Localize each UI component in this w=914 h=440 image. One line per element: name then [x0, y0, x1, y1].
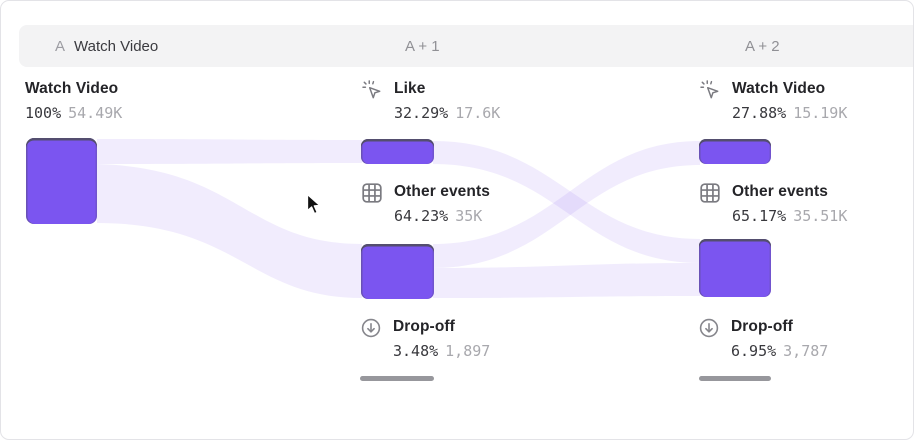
event-percent: 32.29%	[394, 104, 449, 122]
event-label-a-watch-video[interactable]: Watch Video 100% 54.49K	[25, 80, 122, 122]
arrow-down-circle-icon	[698, 317, 720, 339]
event-label-a2-watch-video[interactable]: Watch Video 27.88% 15.19K	[699, 80, 847, 122]
event-percent: 65.17%	[732, 207, 787, 225]
event-label-a2-other-events[interactable]: Other events 65.17% 35.51K	[699, 183, 847, 225]
dropoff-bar-a1[interactable]	[360, 376, 434, 381]
flow-watch-to-other[interactable]	[97, 164, 362, 298]
event-name: Drop-off	[731, 318, 793, 335]
grid-icon	[699, 182, 721, 204]
sankey-node-a2-watch-video[interactable]	[699, 139, 771, 164]
sankey-node-a1-other-events[interactable]	[361, 244, 434, 299]
step-header-a1-label: A + 1	[405, 37, 440, 55]
event-label-a1-other-events[interactable]: Other events 64.23% 35K	[361, 183, 490, 225]
event-name: Other events	[394, 183, 490, 200]
sankey-node-a1-like[interactable]	[361, 139, 434, 164]
flow-other-to-watch2[interactable]	[433, 141, 700, 268]
sankey-node-a2-other-events[interactable]	[699, 239, 771, 297]
event-count: 17.6K	[455, 104, 501, 122]
event-name: Drop-off	[393, 318, 455, 335]
step-header-a[interactable]: A Watch Video	[19, 25, 391, 67]
event-percent: 64.23%	[394, 207, 449, 225]
step-header-a-label: Watch Video	[74, 37, 159, 55]
event-count: 3,787	[783, 342, 829, 360]
event-percent: 27.88%	[732, 104, 787, 122]
event-name: Watch Video	[732, 80, 826, 97]
event-count: 1,897	[445, 342, 491, 360]
mouse-cursor	[306, 193, 321, 215]
cursor-click-icon	[361, 79, 383, 101]
event-name: Other events	[732, 183, 828, 200]
event-percent: 100%	[25, 104, 62, 122]
event-percent: 3.48%	[393, 342, 439, 360]
event-label-a1-like[interactable]: Like 32.29% 17.6K	[361, 80, 500, 122]
flow-like-to-other2[interactable]	[433, 141, 700, 263]
step-badge: A	[55, 37, 66, 55]
event-name: Like	[394, 80, 426, 97]
sankey-node-a-watch-video[interactable]	[26, 138, 97, 224]
event-count: 35K	[455, 207, 483, 225]
flow-other-to-other2[interactable]	[433, 263, 700, 298]
step-header-a2-label: A + 2	[745, 37, 780, 55]
event-count: 54.49K	[68, 104, 123, 122]
grid-icon	[361, 182, 383, 204]
flow-watch-to-like[interactable]	[97, 139, 362, 164]
event-count: 35.51K	[793, 207, 848, 225]
event-name: Watch Video	[25, 80, 119, 97]
event-label-a1-drop-off[interactable]: Drop-off 3.48% 1,897	[360, 318, 490, 360]
event-label-a2-drop-off[interactable]: Drop-off 6.95% 3,787	[698, 318, 828, 360]
dropoff-bar-a2[interactable]	[699, 376, 771, 381]
event-count: 15.19K	[793, 104, 848, 122]
step-header-a1[interactable]: A + 1	[363, 25, 735, 67]
arrow-down-circle-icon	[360, 317, 382, 339]
cursor-click-icon	[699, 79, 721, 101]
step-header-a2[interactable]: A + 2	[701, 25, 913, 67]
event-percent: 6.95%	[731, 342, 777, 360]
